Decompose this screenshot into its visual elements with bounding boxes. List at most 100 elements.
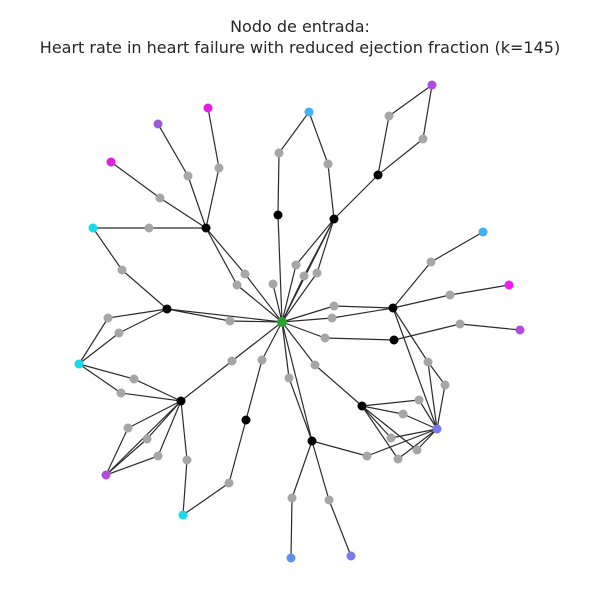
edge-g13-l7 — [182, 459, 188, 516]
edge-g41-h8 — [333, 305, 394, 309]
edges-layer — [78, 84, 521, 559]
edge-g29-l15 — [416, 428, 438, 451]
edge-c-g39 — [281, 321, 326, 339]
edge-h3-g10 — [127, 400, 182, 429]
hub-node-h7 — [373, 170, 383, 180]
edge-h2-g5 — [121, 269, 168, 310]
edge-g30-l15 — [397, 428, 438, 460]
edge-h5-g17 — [277, 152, 280, 216]
intermediate-node-g10 — [123, 423, 133, 433]
intermediate-node-g14 — [224, 478, 234, 488]
edge-h1-g2 — [187, 175, 207, 229]
edge-g19-l11 — [388, 84, 433, 117]
intermediate-node-g3 — [155, 193, 165, 203]
intermediate-node-g38 — [310, 360, 320, 370]
edge-g26-l15 — [418, 399, 438, 430]
intermediate-node-g20 — [418, 134, 428, 144]
intermediate-node-g22 — [445, 290, 455, 300]
intermediate-node-g5 — [117, 265, 127, 275]
edge-g22-l13 — [449, 284, 510, 296]
edge-g9-h3 — [120, 392, 182, 402]
edge-h8-g24 — [392, 307, 429, 363]
intermediate-node-g18 — [323, 159, 333, 169]
intermediate-node-g33 — [232, 280, 242, 290]
edge-g33-h1 — [205, 227, 238, 286]
intermediate-node-g41 — [329, 301, 339, 311]
intermediate-node-g36 — [257, 355, 267, 365]
leaf-node-l2 — [153, 119, 163, 129]
intermediate-node-g7 — [114, 328, 124, 338]
edge-h2-g7 — [118, 308, 168, 334]
intermediate-node-g1 — [214, 163, 224, 173]
intermediate-node-g35 — [227, 356, 237, 366]
intermediate-node-g16 — [324, 495, 334, 505]
edge-c-g37 — [281, 321, 290, 379]
edge-g43-h6 — [295, 218, 335, 266]
intermediate-node-g39 — [320, 333, 330, 343]
edge-g15-l8 — [290, 497, 293, 559]
edge-c-g43 — [281, 264, 297, 323]
intermediate-node-g32 — [240, 269, 250, 279]
edge-c-g32 — [244, 273, 283, 323]
edge-g34-h2 — [166, 308, 231, 322]
hub-node-h2 — [162, 304, 172, 314]
hub-node-h8 — [388, 303, 398, 313]
edge-g16-l9 — [328, 499, 352, 557]
edge-g18-l10 — [308, 111, 329, 165]
leaf-node-l6 — [101, 470, 111, 480]
edge-g32-h1 — [205, 227, 246, 275]
title-line-2: Heart rate in heart failure with reduced… — [39, 38, 561, 57]
edge-h6-g18 — [327, 163, 335, 220]
edge-h10-g26 — [361, 399, 420, 407]
intermediate-node-g27 — [398, 409, 408, 419]
hub-node-h11 — [307, 436, 317, 446]
entry-node-c — [277, 317, 287, 327]
edge-l5-g8 — [78, 363, 135, 380]
edge-g25-l15 — [436, 384, 446, 430]
edge-c-g35 — [231, 321, 283, 362]
edge-c-g36 — [261, 321, 283, 361]
edge-g3-l3 — [110, 161, 161, 199]
intermediate-node-g40 — [327, 313, 337, 323]
edge-g38-h10 — [314, 364, 363, 407]
edge-h2-g6 — [107, 308, 168, 319]
edge-h8-g21 — [392, 261, 432, 309]
edge-h3-g13 — [180, 400, 188, 461]
leaf-node-l8 — [286, 553, 296, 563]
intermediate-node-g11 — [142, 434, 152, 444]
intermediate-node-g6 — [103, 313, 113, 323]
edge-g8-h3 — [133, 378, 182, 402]
hub-node-h4 — [241, 415, 251, 425]
intermediate-node-g25 — [440, 380, 450, 390]
edge-h4-g14 — [228, 419, 247, 484]
edge-c-g42 — [272, 283, 283, 323]
hub-node-h3 — [176, 396, 186, 406]
intermediate-node-g44 — [299, 271, 309, 281]
leaf-node-l11 — [427, 80, 437, 90]
intermediate-node-g37 — [284, 373, 294, 383]
edge-h8-l15 — [392, 307, 438, 430]
intermediate-node-g4 — [144, 223, 154, 233]
edge-h1-g3 — [159, 197, 207, 229]
edge-g24-l15 — [427, 361, 438, 430]
intermediate-node-g23 — [455, 319, 465, 329]
intermediate-node-g13 — [182, 455, 192, 465]
leaf-node-l9 — [346, 551, 356, 561]
edge-h11-g16 — [311, 440, 330, 501]
edge-g45-h6 — [316, 218, 335, 274]
edge-g35-h3 — [180, 360, 233, 402]
intermediate-node-g30 — [393, 454, 403, 464]
hub-node-h1 — [201, 223, 211, 233]
edge-g28-l15 — [390, 428, 438, 439]
intermediate-node-g12 — [153, 451, 163, 461]
edge-h1-g1 — [205, 167, 220, 229]
edge-g6-l5 — [78, 317, 109, 365]
edge-g27-l15 — [402, 413, 438, 430]
edge-c-g38 — [281, 321, 316, 366]
hub-node-h6 — [329, 214, 339, 224]
edge-g40-h8 — [331, 307, 394, 319]
leaf-node-l3 — [106, 157, 116, 167]
intermediate-node-g2 — [183, 171, 193, 181]
leaf-node-l7 — [178, 510, 188, 520]
edge-g24-g25 — [427, 361, 446, 386]
